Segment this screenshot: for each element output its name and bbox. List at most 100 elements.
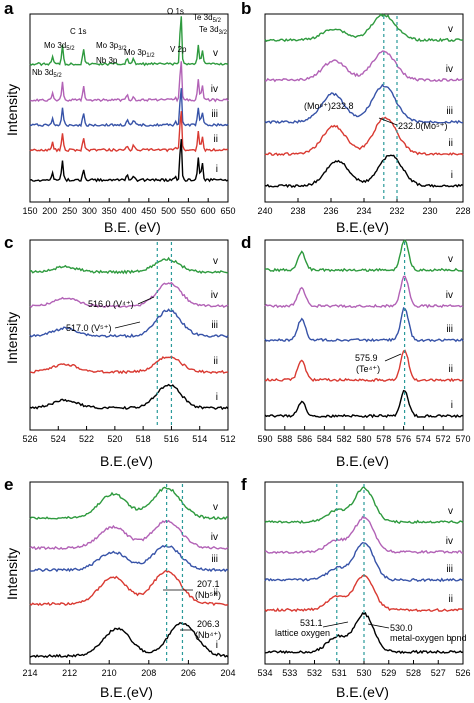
series-i-line xyxy=(29,622,229,659)
series-v-line xyxy=(29,16,229,67)
annotation-nb3d: Nb 3d5/2 xyxy=(32,68,62,79)
x-tick-label: 400 xyxy=(121,206,136,216)
x-tick-label: 588 xyxy=(277,434,292,444)
x-tick-label: 214 xyxy=(22,668,37,678)
series-i-line xyxy=(29,139,229,183)
peak-label-mo6: (Mo⁶⁺)232.8 xyxy=(304,101,353,111)
peak-label-v4: 516.0 (V⁴⁺) xyxy=(88,299,134,309)
x-ticks: 526 524 522 520 518 516 514 512 xyxy=(22,426,236,444)
x-tick-label: 574 xyxy=(416,434,431,444)
curve-label-v: v xyxy=(213,502,218,513)
x-tick-label: 300 xyxy=(82,206,97,216)
peak-label-mo5: 232.0(Mo⁵⁺) xyxy=(398,121,448,131)
peak-label-mo-bond-desc: metal-oxygen bond xyxy=(390,633,467,643)
curves xyxy=(29,256,229,411)
curve-label-ii: ii xyxy=(214,134,218,145)
x-tick-label: 570 xyxy=(455,434,470,444)
subscript: 5/2 xyxy=(66,46,75,52)
curve-label-i: i xyxy=(451,636,453,647)
x-axis-label: B.E.(eV) xyxy=(336,684,389,700)
series-iv-line xyxy=(29,519,229,551)
curve-label-v: v xyxy=(448,254,453,265)
curve-label-v: v xyxy=(448,506,453,517)
curve-label-i: i xyxy=(216,640,218,651)
plot-frame xyxy=(264,13,464,203)
x-tick-label: 210 xyxy=(102,668,117,678)
curves xyxy=(264,239,464,419)
panel-b: b B.E.(eV) 240 238 236 234 232 230 228 viviiii… xyxy=(241,0,471,235)
curve-label-iv: iv xyxy=(211,290,218,301)
panel-letter: e xyxy=(4,475,13,494)
annotation-text: Mo 3d xyxy=(44,41,66,50)
annotation-text: Nb 3d xyxy=(32,68,53,77)
panel-d: d B.E.(eV) 590 588 586 584 582 580 578 576 574 57… xyxy=(241,233,471,469)
x-tick-label: 234 xyxy=(356,206,371,216)
series-iii-line xyxy=(29,88,229,128)
x-axis-label: B.E.(eV) xyxy=(336,219,389,235)
x-tick-label: 516 xyxy=(164,434,179,444)
annotation-arrow xyxy=(114,321,141,329)
x-ticks: 534 533 532 531 530 529 528 527 526 xyxy=(257,660,471,678)
x-tick-label: 520 xyxy=(107,434,122,444)
series-iii-line xyxy=(264,306,464,343)
x-tick-label: 572 xyxy=(436,434,451,444)
panel-e: e Intensity B.E.(eV) 214 212 210 208 206 204 … xyxy=(4,475,236,700)
annotation-mo3d: Mo 3d5/2 xyxy=(44,41,75,52)
peak-label-nb4: 206.3 xyxy=(197,619,220,629)
plot-frame xyxy=(29,481,229,665)
x-tick-label: 526 xyxy=(22,434,37,444)
peak-label-nb5-ion: (Nb⁵⁺) xyxy=(195,590,221,600)
curve-label-ii: ii xyxy=(214,588,218,599)
x-tick-label: 586 xyxy=(297,434,312,444)
curve-label-iii: iii xyxy=(446,106,453,117)
x-tick-label: 550 xyxy=(181,206,196,216)
series-v-line xyxy=(264,13,464,43)
x-tick-label: 204 xyxy=(220,668,235,678)
x-tick-label: 232 xyxy=(389,206,404,216)
peak-annotations: Nb 3d5/2 Mo 3d5/2 C 1s Mo 3p3/2 Nb 3p Mo… xyxy=(32,7,228,79)
peak-label-te4-ion: (Te⁴⁺) xyxy=(356,364,380,374)
series-i-line xyxy=(264,154,464,188)
series-iv-line xyxy=(264,50,464,83)
annotation-mo3p-a: Mo 3p3/2 xyxy=(96,41,127,52)
curve-label-i: i xyxy=(216,392,218,403)
series-v-line xyxy=(264,486,464,524)
x-tick-label: 450 xyxy=(141,206,156,216)
x-tick-label: 240 xyxy=(257,206,272,216)
x-tick-label: 534 xyxy=(257,668,272,678)
x-tick-label: 529 xyxy=(381,668,396,678)
series-v-line xyxy=(264,239,464,273)
x-tick-label: 584 xyxy=(317,434,332,444)
series-v-line xyxy=(29,256,229,275)
x-tick-label: 250 xyxy=(62,206,77,216)
series-iv-line xyxy=(264,515,464,555)
curve-label-v: v xyxy=(213,256,218,267)
panel-c: c Intensity B.E.(eV) 526 524 522 520 518 516 5… xyxy=(4,233,236,469)
x-axis-label: B.E.(eV) xyxy=(336,453,389,469)
series-iii-line xyxy=(264,83,464,125)
series-ii-line xyxy=(29,111,229,153)
series-i-line xyxy=(264,389,464,419)
series-iii-line xyxy=(264,541,464,583)
curve-label-iii: iii xyxy=(446,324,453,335)
x-tick-label: 530 xyxy=(356,668,371,678)
curve-label-iii: iii xyxy=(211,554,218,565)
x-tick-label: 527 xyxy=(431,668,446,678)
x-ticks: 150 200 250 300 350 400 450 500 550 600 650 xyxy=(22,198,236,216)
x-ticks: 214 212 210 208 206 204 xyxy=(22,660,236,678)
x-tick-label: 500 xyxy=(161,206,176,216)
x-ticks: 590 588 586 584 582 580 578 576 574 572 570 xyxy=(257,426,471,444)
annotation-text: Mo 3p xyxy=(124,48,147,57)
x-tick-label: 512 xyxy=(220,434,235,444)
curve-label-i: i xyxy=(451,400,453,411)
annotation-arrow xyxy=(384,353,402,362)
curve-label-v: v xyxy=(448,24,453,35)
curve-label-iv: iv xyxy=(446,536,453,547)
x-tick-label: 532 xyxy=(307,668,322,678)
annotation-text: Te 3d xyxy=(193,13,213,22)
panel-f: f B.E.(eV) 534 533 532 531 530 529 528 527 526 v… xyxy=(241,475,471,700)
curve-label-i: i xyxy=(451,170,453,181)
